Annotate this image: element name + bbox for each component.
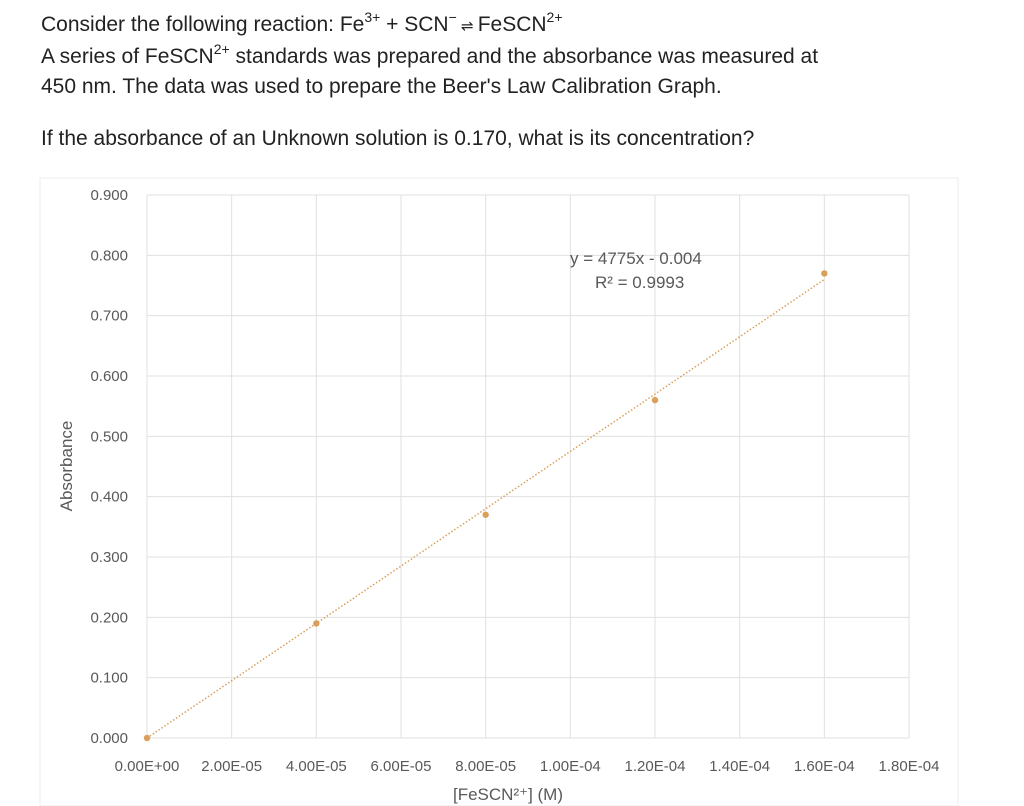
text: + SCN xyxy=(380,13,449,36)
data-point xyxy=(313,620,320,627)
x-tick-label: 0.00E+00 xyxy=(115,758,180,775)
x-tick-label: 8.00E-05 xyxy=(455,758,516,775)
data-point xyxy=(821,270,828,277)
question-line-1: Consider the following reaction: Fe3+ + … xyxy=(41,10,563,42)
x-tick-label: 6.00E-05 xyxy=(371,758,432,775)
x-tick-label: 1.60E-04 xyxy=(794,758,855,775)
y-tick-label: 0.400 xyxy=(90,489,128,506)
x-tick-label: 1.20E-04 xyxy=(625,758,686,775)
x-tick-label: 2.00E-05 xyxy=(201,758,262,775)
superscript: 2+ xyxy=(546,9,563,25)
y-tick-label: 0.700 xyxy=(90,308,128,325)
trendline-equation: y = 4775x - 0.004 xyxy=(570,249,702,268)
y-tick-label: 0.300 xyxy=(90,549,128,566)
text: FeSCN xyxy=(477,13,547,36)
data-point xyxy=(143,734,151,742)
data-point xyxy=(482,511,489,518)
y-tick-label: 0.600 xyxy=(90,368,128,385)
text: Consider the following reaction: Fe xyxy=(41,13,365,36)
text: standards was prepared and the absorbanc… xyxy=(229,45,819,68)
x-axis-label: [FeSCN²⁺] (M) xyxy=(453,785,563,804)
superscript: − xyxy=(448,9,457,25)
x-tick-label: 1.40E-04 xyxy=(709,758,770,775)
question-line-3: 450 nm. The data was used to prepare the… xyxy=(41,75,722,98)
y-tick-label: 0.000 xyxy=(90,730,128,747)
x-tick-label: 1.00E-04 xyxy=(540,758,601,775)
x-tick-label: 1.80E-04 xyxy=(879,758,940,775)
superscript: 3+ xyxy=(364,9,381,25)
y-tick-label: 0.900 xyxy=(90,187,128,204)
y-axis-label: Absorbance xyxy=(57,421,76,512)
chart-area xyxy=(39,177,959,806)
y-tick-label: 0.500 xyxy=(90,428,128,445)
data-point xyxy=(651,396,659,404)
r-squared-label: R² = 0.9993 xyxy=(595,273,684,292)
equilibrium-arrow: ⇌ xyxy=(456,18,478,35)
y-tick-label: 0.100 xyxy=(90,670,128,687)
x-tick-label: 4.00E-05 xyxy=(286,758,347,775)
question-line-2: A series of FeSCN2+ standards was prepar… xyxy=(41,42,818,72)
question-line-4: If the absorbance of an Unknown solution… xyxy=(41,127,755,150)
y-tick-label: 0.800 xyxy=(90,247,128,264)
y-tick-label: 0.200 xyxy=(90,609,128,626)
text: A series of FeSCN xyxy=(41,45,214,68)
superscript: 2+ xyxy=(213,41,230,57)
